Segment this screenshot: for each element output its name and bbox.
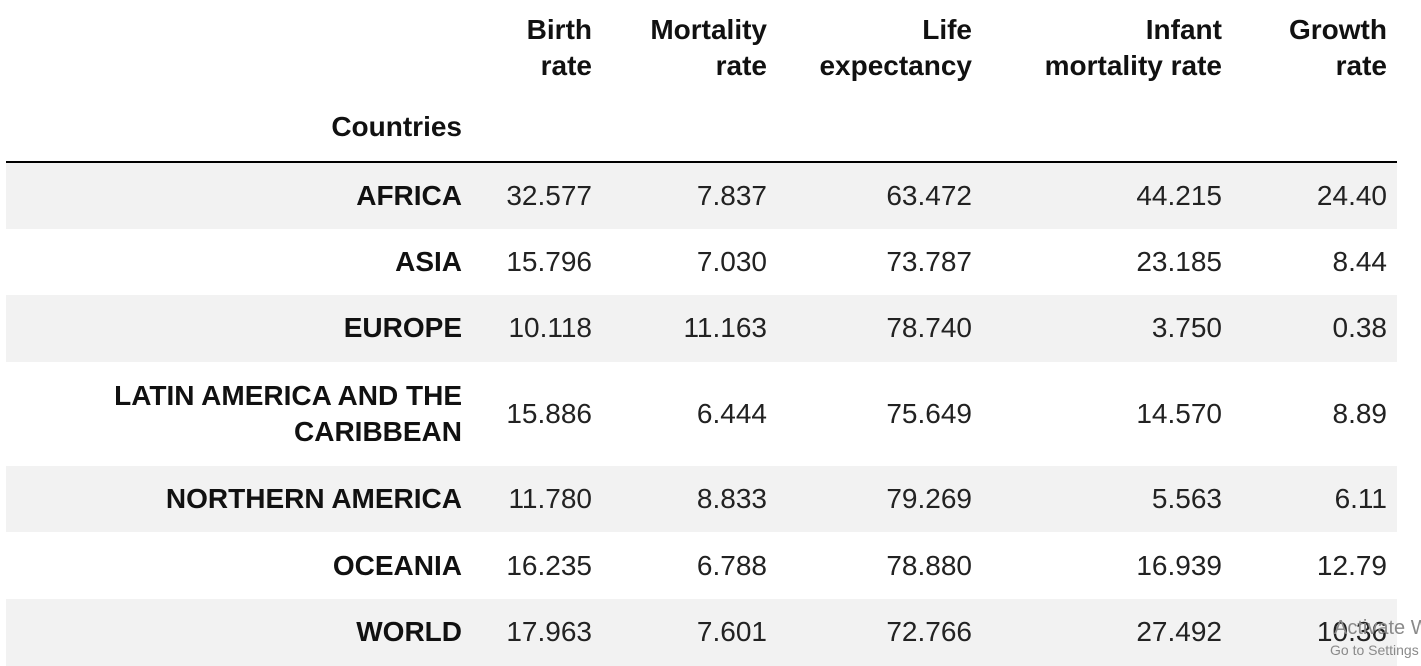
column-header-mortality-rate: Mortality rate [650, 14, 767, 81]
row-label: NORTHERN AMERICA [165, 483, 462, 515]
column-header-infant-mortality-rate: Infant mortality rate [1044, 14, 1222, 81]
table-row: WORLD 17.963 7.601 72.766 27.492 10.36 [6, 598, 1397, 666]
cell: 63.472 [886, 179, 972, 211]
cell: 0.38 [1332, 312, 1388, 344]
cell: 6.788 [696, 549, 767, 581]
table-row: NORTHERN AMERICA 11.780 8.833 79.269 5.5… [6, 465, 1397, 533]
cell: 6.444 [696, 397, 767, 429]
cell: 7.601 [696, 616, 767, 648]
row-label: EUROPE [343, 312, 462, 344]
index-name: Countries [6, 92, 472, 163]
column-header-life-expectancy: Life expectancy [819, 14, 972, 81]
cell: 11.780 [508, 483, 592, 515]
cell: 79.269 [886, 483, 972, 515]
cell: 32.577 [506, 179, 592, 211]
table-row: EUROPE 10.118 11.163 78.740 3.750 0.38 [6, 295, 1397, 362]
cell: 17.963 [506, 616, 592, 648]
cell: 78.740 [886, 312, 972, 344]
row-label: LATIN AMERICA AND THE CARIBBEAN [114, 379, 462, 447]
cell: 16.235 [506, 549, 592, 581]
row-label: WORLD [356, 616, 462, 648]
table-row: OCEANIA 16.235 6.788 78.880 16.939 12.79 [6, 532, 1397, 599]
cell: 78.880 [886, 549, 972, 581]
cell: 14.570 [1136, 397, 1222, 429]
cell: 16.939 [1136, 549, 1222, 581]
column-header-row: Birth rate Mortality rate Life expectancy I… [6, 0, 1397, 92]
activate-windows-watermark: Activate W Go to Settings [1326, 617, 1421, 661]
table-row: LATIN AMERICA AND THE CARIBBEAN 15.886 6.… [6, 361, 1397, 466]
cell: 3.750 [1151, 312, 1222, 344]
cell: 5.563 [1151, 483, 1222, 515]
cell: 72.766 [886, 616, 972, 648]
cell: 24.40 [1316, 179, 1387, 211]
index-header-row: Countries [6, 92, 1397, 163]
column-header-growth-rate: Growth rate [1289, 14, 1387, 81]
row-label: OCEANIA [332, 549, 462, 581]
table-row: AFRICA 32.577 7.837 63.472 44.215 24.40 [6, 162, 1397, 229]
cell: 10.36 [1316, 616, 1387, 648]
cell: 27.492 [1136, 616, 1222, 648]
column-header-birth-rate: Birth rate [526, 14, 592, 81]
cell: 11.163 [683, 312, 767, 344]
watermark-subtitle: Go to Settings [1330, 642, 1419, 658]
cell: 23.185 [1136, 245, 1222, 277]
row-label: ASIA [395, 245, 462, 277]
cell: 10.118 [508, 312, 592, 344]
header-blank [6, 0, 472, 92]
cell: 8.833 [696, 483, 767, 515]
row-label: AFRICA [356, 179, 462, 211]
watermark-title: Activate W [1334, 617, 1421, 639]
table-row: ASIA 15.796 7.030 73.787 23.185 8.44 [6, 228, 1397, 296]
cell: 75.649 [886, 397, 972, 429]
cell: 7.030 [696, 245, 767, 277]
cell: 8.89 [1332, 397, 1388, 429]
cell: 7.837 [696, 179, 767, 211]
cell: 15.796 [506, 245, 592, 277]
cell: 8.44 [1332, 245, 1388, 277]
cell: 15.886 [506, 397, 592, 429]
cell: 6.11 [1334, 483, 1387, 515]
cell: 73.787 [886, 245, 972, 277]
cell: 44.215 [1136, 179, 1222, 211]
dataframe-table: Birth rate Mortality rate Life expectancy I… [6, 0, 1397, 666]
cell: 12.79 [1316, 549, 1387, 581]
